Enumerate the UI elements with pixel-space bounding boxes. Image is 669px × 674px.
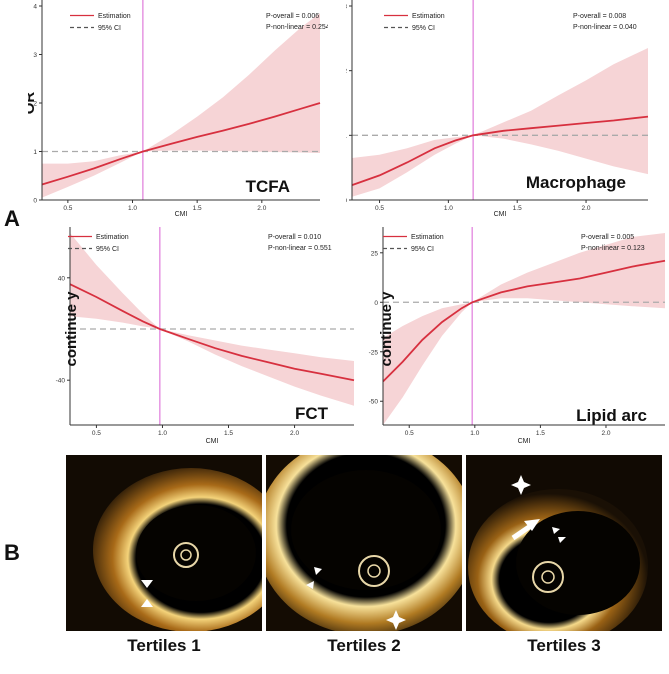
estimate-line xyxy=(69,283,355,382)
y-tick-label: 25 xyxy=(371,250,379,257)
p-nonlinear-text: P-non-linear = 0.040 xyxy=(573,24,637,31)
oct-image-tertile-3 xyxy=(466,455,662,631)
x-tick-label: 1.0 xyxy=(158,430,167,437)
x-tick-label: 0.5 xyxy=(375,205,384,212)
p-nonlinear-text: P-non-linear = 0.551 xyxy=(268,245,332,252)
tertile-label-1: Tertiles 1 xyxy=(127,636,201,655)
legend-ci-label: 95% CI xyxy=(98,25,121,32)
estimate-line xyxy=(382,259,666,383)
x-tick-label: 0.5 xyxy=(405,430,414,437)
y-tick-label: 40 xyxy=(58,275,66,282)
x-tick-label: 0.5 xyxy=(63,205,72,212)
chart-title: TCFA xyxy=(246,177,290,196)
tcfa-spline-plot: 0 1 2 3 4 0.5 1.0 1.5 2.0 CMI OR Estimation 95% CI P-… xyxy=(28,0,328,218)
p-overall-text: P-overall = 0.008 xyxy=(573,13,626,20)
x-tick-label: 1.5 xyxy=(193,205,202,212)
arrowhead-marker xyxy=(552,527,560,534)
x-tick-label: 0.5 xyxy=(92,430,101,437)
x-tick-label: 2.0 xyxy=(601,430,610,437)
tertile-label-2: Tertiles 2 xyxy=(327,636,401,655)
x-axis-label: CMI xyxy=(494,211,507,218)
estimate-line xyxy=(351,115,649,186)
y-axis-label: OR xyxy=(28,92,38,115)
chart-title: Macrophage xyxy=(526,173,626,192)
legend-ci-label: 95% CI xyxy=(412,25,435,32)
arrowhead-marker xyxy=(306,581,314,589)
x-axis-label: CMI xyxy=(206,438,219,445)
x-tick-label: 1.5 xyxy=(513,205,522,212)
y-axis-label: continue y xyxy=(378,291,395,367)
legend-estimation-label: Estimation xyxy=(98,13,131,20)
y-tick-label: 2 xyxy=(346,68,347,75)
x-tick-label: 1.0 xyxy=(128,205,137,212)
star-marker xyxy=(511,475,531,495)
x-tick-label: 1.5 xyxy=(224,430,233,437)
legend-estimation-label: Estimation xyxy=(412,13,445,20)
fct-spline-plot: 40 -40 0.5 1.0 1.5 2.0 CMI continue y Estimation… xyxy=(56,227,355,445)
ci-band xyxy=(42,13,320,198)
arrowhead-marker xyxy=(141,599,153,607)
ci-band xyxy=(383,233,665,425)
y-tick-label: -50 xyxy=(369,399,379,406)
y-tick-label: 2 xyxy=(33,101,37,108)
y-tick-label: 4 xyxy=(33,4,37,11)
legend-estimation-label: Estimation xyxy=(411,234,444,241)
x-tick-label: 2.0 xyxy=(582,205,591,212)
oct-image-tertile-2 xyxy=(266,455,462,631)
p-overall-text: P-overall = 0.006 xyxy=(266,13,319,20)
y-tick-label: 0 xyxy=(374,300,378,307)
x-tick-label: 1.0 xyxy=(470,430,479,437)
ci-band xyxy=(352,48,648,197)
x-tick-label: 1.0 xyxy=(444,205,453,212)
p-overall-text: P-overall = 0.010 xyxy=(268,234,321,241)
arrowhead-marker xyxy=(141,580,153,588)
p-nonlinear-text: P-non-linear = 0.123 xyxy=(581,245,645,252)
ci-band xyxy=(70,233,354,406)
arrow-marker xyxy=(511,519,540,541)
y-axis-label: continue y xyxy=(63,291,80,367)
estimate-line xyxy=(41,102,321,186)
oct-image-tertile-1 xyxy=(66,455,262,631)
y-tick-label: -25 xyxy=(369,349,379,356)
arrowhead-marker xyxy=(314,567,322,575)
y-tick-label: 3 xyxy=(33,52,37,59)
chart-title: Lipid arc xyxy=(576,406,647,425)
chart-title: FCT xyxy=(295,404,329,423)
legend-estimation-label: Estimation xyxy=(96,234,129,241)
x-tick-label: 2.0 xyxy=(290,430,299,437)
y-tick-label: -40 xyxy=(56,378,66,385)
p-nonlinear-text: P-non-linear = 0.254 xyxy=(266,24,328,31)
x-axis-label: CMI xyxy=(518,438,531,445)
p-overall-text: P-overall = 0.005 xyxy=(581,234,634,241)
lipid-arc-spline-plot: 25 0 -25 -50 0.5 1.0 1.5 2.0 CMI continue y Estima… xyxy=(369,227,666,445)
legend-ci-label: 95% CI xyxy=(96,246,119,253)
x-tick-label: 2.0 xyxy=(257,205,266,212)
arrowhead-marker xyxy=(558,537,566,543)
panel-letter-a: A xyxy=(4,206,20,231)
legend-ci-label: 95% CI xyxy=(411,246,434,253)
y-tick-label: 1 xyxy=(33,149,37,156)
y-tick-label: 0 xyxy=(33,198,37,205)
y-tick-label: 3 xyxy=(346,4,347,11)
x-tick-label: 1.5 xyxy=(536,430,545,437)
tertile-label-3: Tertiles 3 xyxy=(527,636,601,655)
panel-letter-b: B xyxy=(4,540,20,565)
y-tick-label: 1 xyxy=(346,133,347,140)
x-axis-label: CMI xyxy=(175,211,188,218)
y-tick-label: 0 xyxy=(346,198,347,205)
star-marker xyxy=(386,610,406,630)
